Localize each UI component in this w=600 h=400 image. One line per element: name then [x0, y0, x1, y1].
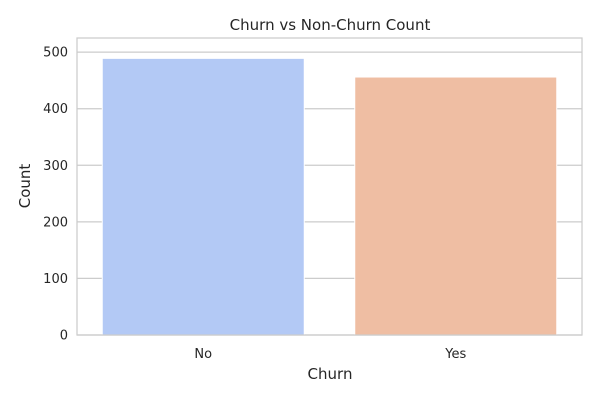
- y-tick-label: 0: [60, 329, 68, 344]
- bars: [101, 57, 558, 336]
- y-axis-label: Count: [16, 164, 34, 209]
- plot-frame: [76, 37, 583, 336]
- y-tick-labels: 0 100 200 300 400 500: [43, 46, 68, 344]
- bar-no: [101, 57, 305, 336]
- y-tick-label: 400: [43, 102, 68, 117]
- bar-yes: [354, 76, 558, 336]
- x-axis-label: Churn: [308, 365, 353, 383]
- y-tick-label: 100: [43, 272, 68, 287]
- y-tick-label: 300: [43, 159, 68, 174]
- x-tick-label: No: [194, 347, 212, 362]
- chart-title: Churn vs Non-Churn Count: [230, 16, 431, 34]
- y-tick-label: 200: [43, 215, 68, 230]
- x-tick-label: Yes: [444, 347, 466, 362]
- x-tick-labels: No Yes: [194, 347, 466, 362]
- y-tick-label: 500: [43, 46, 68, 61]
